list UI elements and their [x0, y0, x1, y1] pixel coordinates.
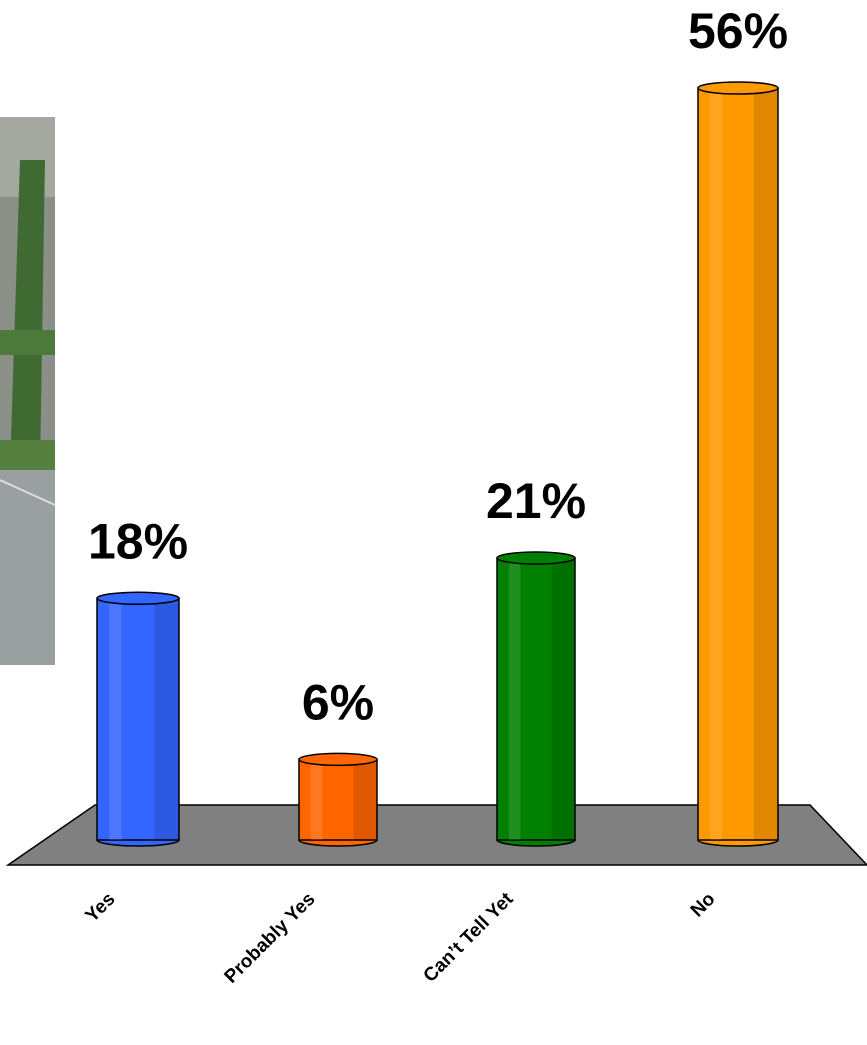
category-label: No: [687, 889, 720, 922]
value-label: 18%: [88, 513, 188, 569]
category-label: Yes: [82, 889, 120, 927]
bar: [697, 87, 779, 841]
bar: [298, 758, 378, 841]
bar-shade: [154, 598, 179, 840]
category-label: Probably Yes: [221, 889, 320, 988]
category-label: Can’t Tell Yet: [420, 888, 518, 986]
bar-highlight: [310, 759, 323, 840]
bar-shade: [551, 558, 575, 840]
bar-top: [96, 591, 180, 606]
bar-top: [298, 752, 378, 767]
bar-top: [496, 551, 576, 565]
value-label: 21%: [486, 473, 586, 529]
bar-shade: [754, 88, 778, 840]
photo: [0, 117, 56, 665]
bar-shade: [353, 759, 377, 840]
bar-highlight: [710, 88, 722, 840]
bar: [96, 597, 180, 841]
bar-highlight: [508, 558, 521, 840]
value-label: 6%: [302, 674, 374, 730]
bar-highlight: [109, 598, 122, 840]
bar-top: [697, 81, 779, 95]
bar: [496, 557, 576, 841]
value-label: 56%: [688, 3, 788, 59]
